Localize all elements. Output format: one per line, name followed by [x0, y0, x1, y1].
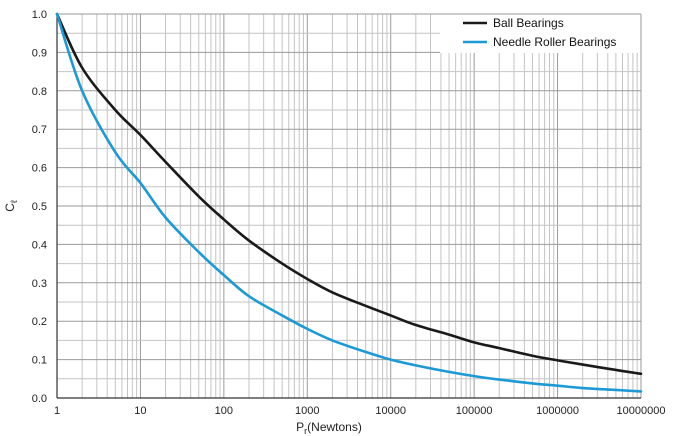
y-tick-label: 0.8: [32, 86, 47, 98]
x-tick-label: 10000000: [617, 405, 666, 417]
x-tick-label: 10000: [375, 405, 406, 417]
series-lines: [55, 12, 643, 393]
x-tick-label: 1000000: [536, 405, 579, 417]
axes: 0.0 0.1 0.2 0.3 0.4 0.5 0.6 0.7 0.8 0.9 1.0 1 10 100 1…: [3, 9, 665, 436]
series-line-ball-bearings: [55, 12, 643, 376]
legend-box: [440, 15, 638, 53]
grid: [56, 13, 642, 399]
series-line-needle-roller-bearings: [55, 12, 643, 393]
y-tick-label: 0.6: [32, 163, 47, 175]
y-tick-label: 0.3: [32, 278, 47, 290]
x-tick-label: 100: [215, 405, 233, 417]
legend-label-needle-roller-bearings: Needle Roller Bearings: [493, 35, 616, 49]
x-axis-title: Pr(Newtons): [296, 420, 362, 436]
y-tick-label: 0.0: [32, 393, 47, 405]
y-axis-title: Cℓ: [3, 199, 19, 212]
y-tick-label: 0.1: [32, 355, 47, 367]
y-tick-label: 0.2: [32, 316, 47, 328]
y-tick-label: 0.7: [32, 124, 47, 136]
x-tick-label: 100000: [456, 405, 493, 417]
y-tick-label: 1.0: [32, 9, 47, 21]
x-tick-label: 10: [134, 405, 146, 417]
x-tick-label: 1000: [295, 405, 319, 417]
legend-label-ball-bearings: Ball Bearings: [493, 16, 564, 30]
y-tick-label: 0.5: [32, 201, 47, 213]
y-tick-label: 0.9: [32, 47, 47, 59]
x-tick-label: 1: [54, 405, 60, 417]
legend: Ball Bearings Needle Roller Bearings: [440, 15, 638, 53]
y-tick-label: 0.4: [32, 239, 47, 251]
